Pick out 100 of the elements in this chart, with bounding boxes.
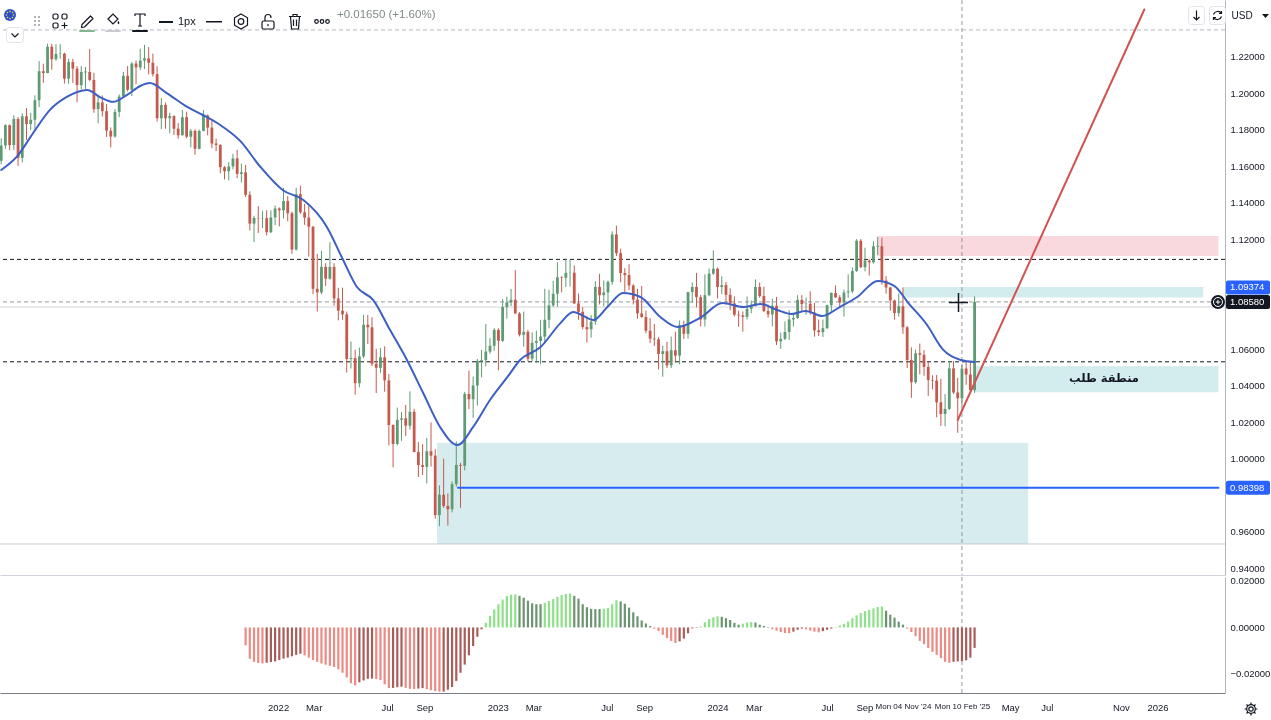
candlestick <box>41 63 45 84</box>
candlestick <box>543 288 547 344</box>
bar <box>455 627 458 681</box>
bar <box>400 627 403 687</box>
candlestick <box>265 209 269 236</box>
candlestick <box>0 137 3 165</box>
candlestick <box>939 378 943 427</box>
candlestick <box>661 345 665 378</box>
bar <box>354 627 357 686</box>
bar <box>960 627 964 662</box>
candlestick <box>96 94 100 124</box>
candlestick <box>728 287 732 311</box>
candlestick <box>648 317 652 344</box>
candlestick <box>328 241 332 281</box>
candlestick <box>505 296 509 320</box>
candlestick <box>888 286 892 311</box>
bar <box>417 627 420 689</box>
candlestick <box>619 248 623 283</box>
bar <box>472 627 475 647</box>
candlestick <box>164 102 167 130</box>
bar <box>598 609 601 628</box>
candlestick <box>425 437 429 484</box>
candlestick <box>282 187 285 219</box>
bar <box>404 627 407 688</box>
bar <box>788 627 791 634</box>
bar <box>467 627 471 656</box>
annotation: 1.09374 <box>1230 281 1265 293</box>
bar <box>703 622 706 628</box>
candlestick <box>918 343 922 375</box>
bar <box>939 627 942 659</box>
bar <box>493 609 496 628</box>
candlestick <box>897 292 901 318</box>
candlestick <box>168 112 172 134</box>
candlestick <box>623 267 627 293</box>
bar <box>783 627 787 634</box>
candlestick <box>374 348 378 394</box>
candlestick <box>147 46 151 75</box>
x-tick-label: May <box>1001 701 1020 713</box>
y-tick-label: 0.94000 <box>1230 562 1265 574</box>
bar <box>269 627 272 663</box>
bar <box>244 627 247 646</box>
bar <box>657 627 660 631</box>
candlestick <box>813 302 816 338</box>
candlestick <box>71 58 75 84</box>
bar <box>476 627 479 637</box>
bar <box>927 627 930 648</box>
bar <box>969 627 972 658</box>
bar <box>922 627 926 645</box>
candlestick <box>404 404 408 437</box>
bar <box>383 627 386 685</box>
bar <box>307 627 310 658</box>
candlestick <box>383 345 387 393</box>
bar <box>640 620 643 628</box>
y-tick-label: 1.18000 <box>1230 124 1265 136</box>
candlestick <box>577 293 580 321</box>
bar <box>261 627 264 664</box>
bar <box>577 598 580 628</box>
candlestick <box>829 291 833 314</box>
candlestick <box>674 331 677 364</box>
bar <box>345 627 348 678</box>
annotation: 0.98398 <box>1230 481 1265 493</box>
bar <box>248 627 251 659</box>
candlestick <box>269 209 273 234</box>
candlestick <box>690 281 694 304</box>
candlestick <box>766 304 770 319</box>
candlestick <box>787 309 791 341</box>
candlestick <box>699 294 703 327</box>
bar <box>362 627 365 681</box>
candlestick <box>185 111 189 139</box>
bar <box>552 599 555 628</box>
candlestick <box>909 346 913 399</box>
bar <box>779 627 782 633</box>
bar <box>686 627 690 634</box>
bar <box>792 627 795 632</box>
candlestick <box>4 123 7 150</box>
bar <box>754 622 757 628</box>
bar <box>463 627 466 665</box>
bar <box>295 627 298 655</box>
bar <box>459 627 462 673</box>
candlestick <box>454 440 458 488</box>
bar <box>446 627 449 690</box>
candlestick <box>564 258 568 288</box>
candlestick <box>400 411 403 442</box>
bar <box>421 627 424 689</box>
candlestick <box>518 311 521 337</box>
candlestick <box>79 65 83 90</box>
candlestick <box>159 97 163 130</box>
candlestick <box>636 288 639 320</box>
candlestick <box>151 53 155 77</box>
y-tick-label: 1.22000 <box>1230 51 1265 63</box>
y-tick-label: 0.00000 <box>1230 621 1265 633</box>
bar <box>442 627 445 692</box>
y-tick-label: 1.16000 <box>1230 160 1265 172</box>
candlestick <box>100 94 104 117</box>
bar <box>282 627 285 659</box>
bar <box>821 627 824 632</box>
candlestick <box>214 138 218 152</box>
bar <box>450 627 454 687</box>
bar <box>619 601 622 628</box>
candlestick <box>669 336 673 369</box>
